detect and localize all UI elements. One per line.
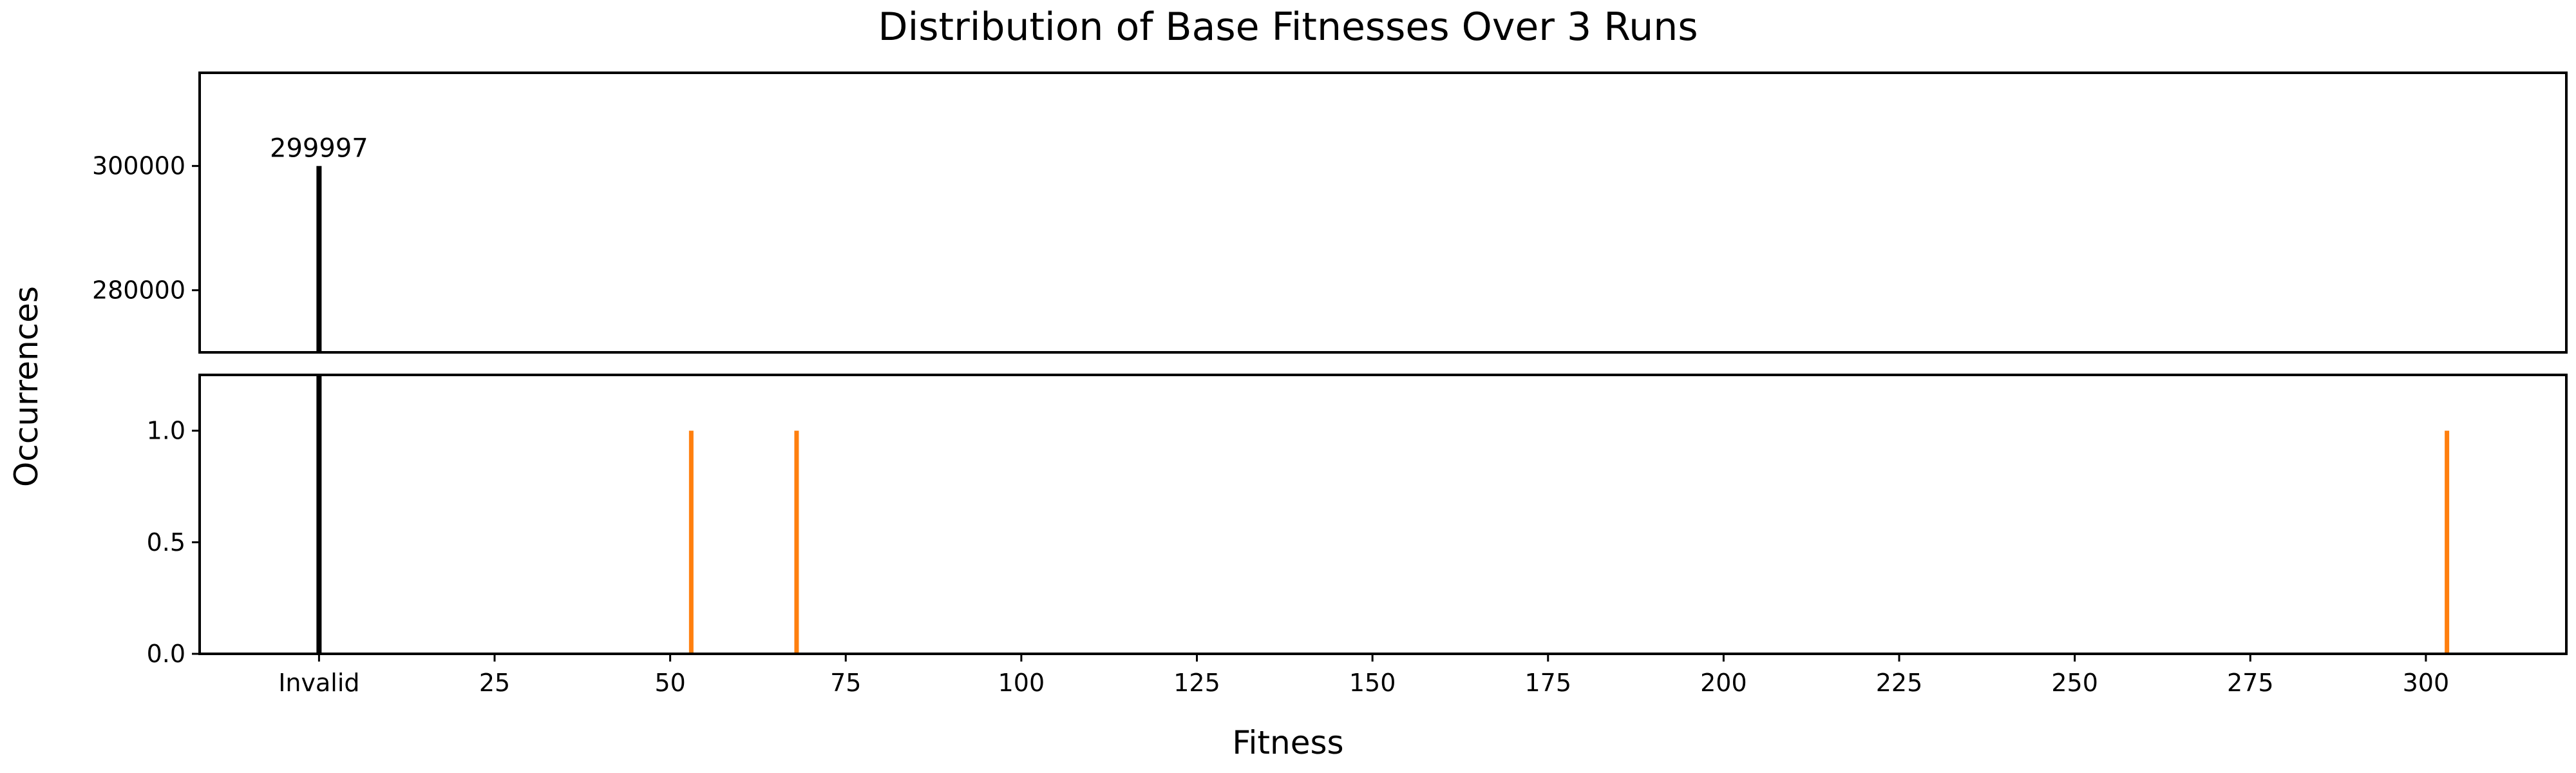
lower-panel: 0.0 0.5 1.0 Invalid 25 50 75 100 125 150 175 200 225… — [147, 374, 2568, 697]
x-tick-label-1: 25 — [479, 669, 510, 697]
x-tick-label-0: Invalid — [278, 669, 359, 697]
x-tick-label-9: 225 — [1876, 669, 1923, 697]
y-tick-label-lower-2: 1.0 — [147, 417, 185, 445]
x-axis-label: Fitness — [1232, 724, 1343, 761]
chart-title: Distribution of Base Fitnesses Over 3 Ru… — [878, 5, 1698, 50]
y-tick-label-upper-0: 280000 — [92, 276, 185, 305]
y-tick-label-lower-1: 0.5 — [147, 528, 185, 557]
x-tick-label-4: 100 — [998, 669, 1045, 697]
x-tick-label-10: 250 — [2051, 669, 2098, 697]
y-tick-label-upper-1: 300000 — [92, 152, 185, 180]
bar-value-label-0: 299997 — [270, 134, 368, 164]
x-tick-label-5: 125 — [1173, 669, 1220, 697]
upper-panel-frame — [198, 72, 2568, 354]
y-tick-label-lower-0: 0.0 — [147, 640, 185, 668]
bar-lower-2 — [794, 430, 799, 654]
x-tick-label-12: 300 — [2403, 669, 2450, 697]
bar-lower-3 — [2445, 430, 2450, 654]
x-tick-label-3: 75 — [830, 669, 861, 697]
bar-lower-0 — [316, 375, 322, 654]
upper-panel: 280000 300000 299997 — [92, 72, 2568, 354]
x-tick-label-2: 50 — [654, 669, 685, 697]
x-tick-label-8: 200 — [1700, 669, 1747, 697]
y-axis-label: Occurrences — [8, 286, 45, 487]
x-tick-label-11: 275 — [2227, 669, 2274, 697]
bar-lower-1 — [688, 430, 694, 654]
x-tick-label-6: 150 — [1349, 669, 1396, 697]
x-tick-label-7: 175 — [1525, 669, 1572, 697]
bar-upper-0 — [316, 166, 322, 352]
lower-panel-frame — [198, 374, 2568, 655]
